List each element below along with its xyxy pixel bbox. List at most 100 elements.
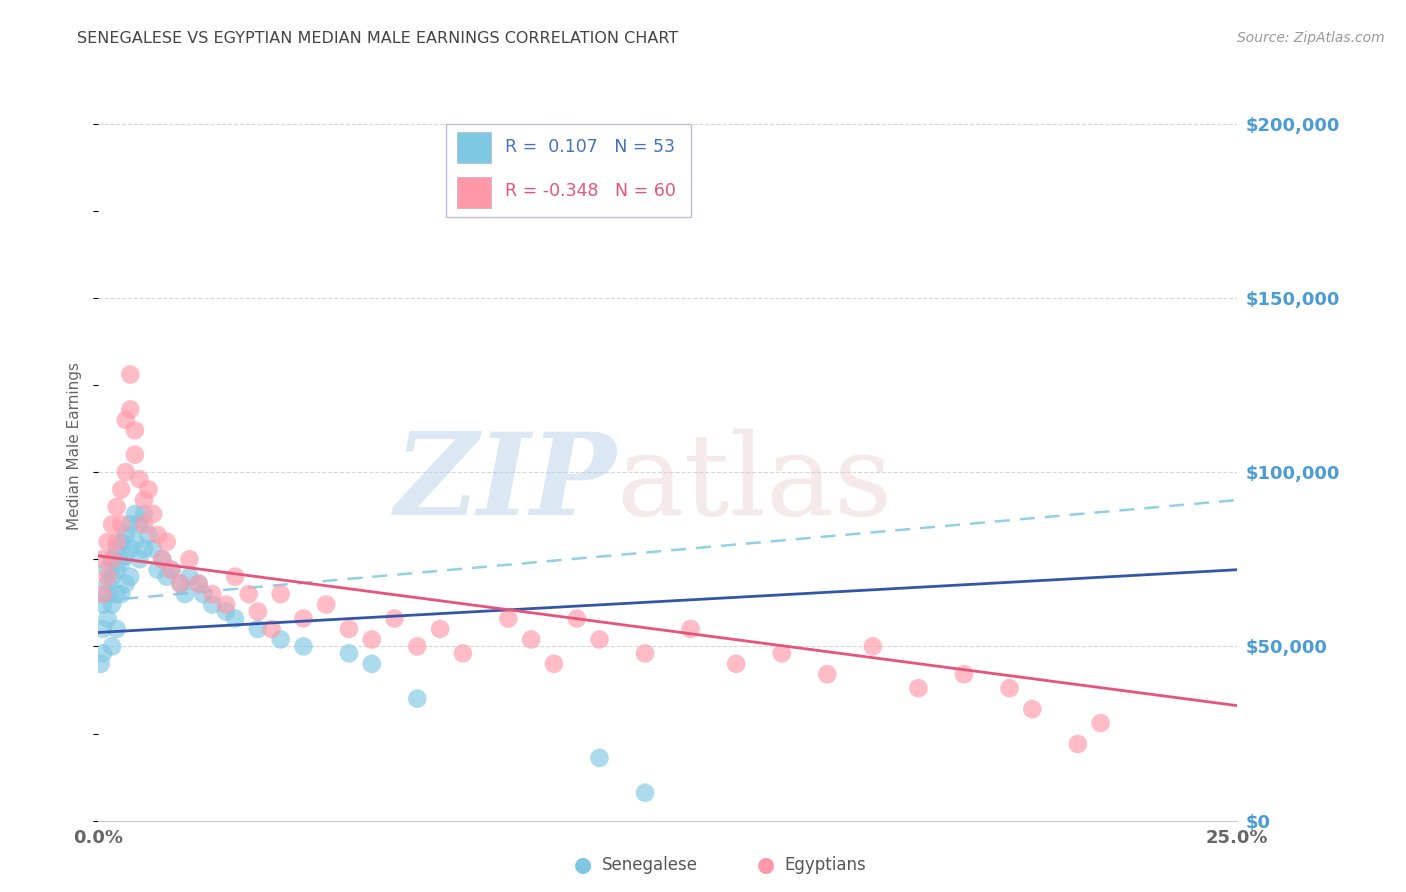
Point bbox=[193, 587, 215, 601]
Point bbox=[862, 640, 884, 654]
Point bbox=[114, 413, 136, 427]
Point bbox=[120, 541, 142, 556]
Text: atlas: atlas bbox=[617, 428, 893, 539]
Point bbox=[292, 611, 315, 625]
Point bbox=[588, 751, 610, 765]
Text: ●: ● bbox=[575, 855, 592, 875]
Point bbox=[169, 576, 191, 591]
Point bbox=[270, 632, 292, 647]
Point bbox=[110, 587, 132, 601]
Point bbox=[128, 517, 150, 532]
Text: SENEGALESE VS EGYPTIAN MEDIAN MALE EARNINGS CORRELATION CHART: SENEGALESE VS EGYPTIAN MEDIAN MALE EARNI… bbox=[77, 31, 679, 46]
Point bbox=[406, 691, 429, 706]
Point bbox=[132, 507, 155, 521]
Point bbox=[260, 622, 283, 636]
Point bbox=[384, 611, 406, 625]
Point bbox=[128, 472, 150, 486]
Point bbox=[124, 423, 146, 437]
Point bbox=[142, 541, 165, 556]
Point bbox=[498, 611, 520, 625]
Point bbox=[246, 605, 269, 619]
Point bbox=[91, 646, 114, 660]
FancyBboxPatch shape bbox=[457, 177, 491, 208]
Point bbox=[96, 611, 118, 625]
Point bbox=[565, 611, 588, 625]
Point bbox=[96, 570, 118, 584]
Point bbox=[998, 681, 1021, 696]
Point bbox=[238, 587, 260, 601]
Point bbox=[179, 570, 201, 584]
Text: R =  0.107   N = 53: R = 0.107 N = 53 bbox=[505, 138, 675, 156]
FancyBboxPatch shape bbox=[457, 132, 491, 163]
Point bbox=[101, 517, 124, 532]
FancyBboxPatch shape bbox=[446, 124, 690, 218]
Point bbox=[160, 563, 183, 577]
Point bbox=[101, 598, 124, 612]
Point bbox=[124, 448, 146, 462]
Point bbox=[105, 541, 128, 556]
Point bbox=[429, 622, 451, 636]
Point bbox=[120, 570, 142, 584]
Point bbox=[543, 657, 565, 671]
Point bbox=[101, 552, 124, 566]
Point bbox=[96, 587, 118, 601]
Point bbox=[292, 640, 315, 654]
Point bbox=[907, 681, 929, 696]
Text: Senegalese: Senegalese bbox=[602, 856, 697, 874]
Text: ZIP: ZIP bbox=[395, 428, 617, 539]
Point bbox=[156, 534, 179, 549]
Point bbox=[124, 534, 146, 549]
Point bbox=[179, 552, 201, 566]
Point bbox=[1067, 737, 1090, 751]
Point bbox=[101, 570, 124, 584]
Point bbox=[105, 587, 128, 601]
Point bbox=[360, 632, 382, 647]
Point bbox=[101, 640, 124, 654]
Point bbox=[114, 465, 136, 479]
Point bbox=[187, 576, 209, 591]
Point bbox=[124, 507, 146, 521]
Point bbox=[201, 598, 224, 612]
Point bbox=[96, 534, 118, 549]
Point bbox=[138, 483, 160, 497]
Point bbox=[634, 786, 657, 800]
Point bbox=[114, 576, 136, 591]
Point bbox=[174, 587, 197, 601]
Point bbox=[224, 570, 246, 584]
Point bbox=[215, 605, 238, 619]
Point bbox=[101, 552, 124, 566]
Point bbox=[96, 563, 118, 577]
Point bbox=[91, 598, 114, 612]
Point bbox=[315, 598, 337, 612]
Point bbox=[187, 576, 209, 591]
Point bbox=[201, 587, 224, 601]
Point bbox=[634, 646, 657, 660]
Point bbox=[142, 507, 165, 521]
Point bbox=[150, 552, 173, 566]
Point bbox=[1090, 716, 1112, 731]
Point bbox=[679, 622, 702, 636]
Point bbox=[725, 657, 748, 671]
Point bbox=[110, 483, 132, 497]
Point bbox=[1021, 702, 1043, 716]
Point bbox=[156, 570, 179, 584]
Point bbox=[90, 657, 112, 671]
Point bbox=[105, 500, 128, 514]
Point bbox=[815, 667, 838, 681]
Point bbox=[360, 657, 382, 671]
Point bbox=[270, 587, 292, 601]
Point bbox=[215, 598, 238, 612]
Point bbox=[96, 576, 118, 591]
Point bbox=[120, 402, 142, 417]
Point bbox=[337, 622, 360, 636]
Point bbox=[132, 493, 155, 508]
Point bbox=[105, 622, 128, 636]
Point bbox=[520, 632, 543, 647]
Point bbox=[91, 587, 114, 601]
Point bbox=[110, 556, 132, 570]
Text: Egyptians: Egyptians bbox=[785, 856, 866, 874]
Point bbox=[110, 534, 132, 549]
Point bbox=[770, 646, 793, 660]
Point bbox=[150, 552, 173, 566]
Point bbox=[105, 563, 128, 577]
